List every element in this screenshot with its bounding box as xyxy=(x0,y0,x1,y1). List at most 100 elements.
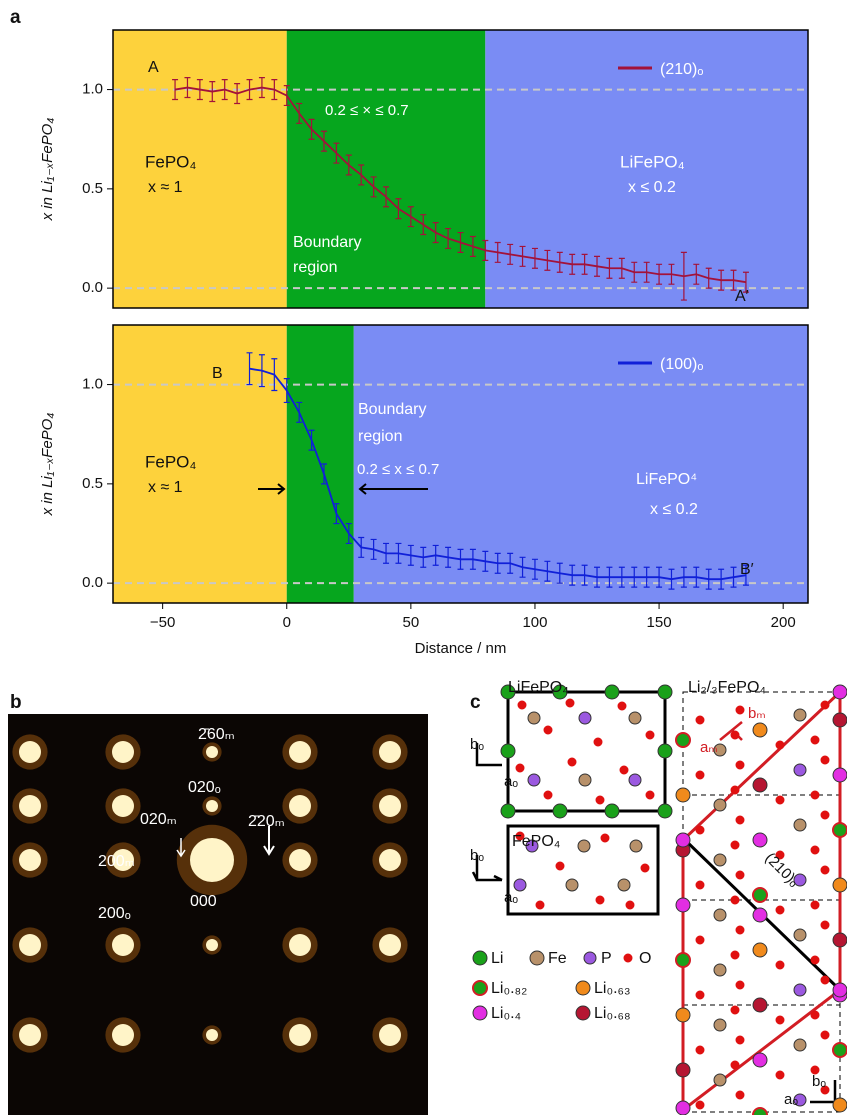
atom xyxy=(675,832,691,848)
error-bar xyxy=(693,263,700,285)
error-bar xyxy=(618,566,625,588)
error-bar xyxy=(271,79,278,101)
atom xyxy=(793,873,807,887)
atom xyxy=(713,1018,727,1032)
atom xyxy=(555,861,565,871)
atom xyxy=(832,932,847,948)
error-bar xyxy=(407,544,414,566)
annotation: x ≤ 0.2 xyxy=(650,501,698,518)
atom xyxy=(832,767,847,783)
annotation: x ≈ 1 xyxy=(148,179,183,196)
diffraction-image xyxy=(8,714,428,1115)
atom xyxy=(752,887,768,903)
annotation: Boundary xyxy=(293,234,362,251)
panel-label: b xyxy=(10,692,22,713)
diffraction-spot xyxy=(112,934,134,956)
spot-label: 020ₒ xyxy=(188,779,221,796)
diffraction-spot xyxy=(289,934,311,956)
error-bar xyxy=(594,566,601,588)
atom xyxy=(578,773,592,787)
atom xyxy=(675,1062,691,1078)
atom xyxy=(775,960,785,970)
error-bar xyxy=(494,241,501,263)
atom xyxy=(775,850,785,860)
atom xyxy=(604,803,620,819)
diffraction-spot xyxy=(379,1024,401,1046)
error-bar xyxy=(668,263,675,285)
legend-label: Li₀.₆₈ xyxy=(594,1005,631,1022)
atom xyxy=(565,878,579,892)
atom xyxy=(527,773,541,787)
panel-label: c xyxy=(470,692,481,713)
atom xyxy=(675,1100,691,1115)
error-bar xyxy=(320,130,327,152)
error-bar xyxy=(320,463,327,485)
atom xyxy=(810,1065,820,1075)
legend-label: O xyxy=(639,950,651,967)
error-bar xyxy=(730,269,737,291)
atom xyxy=(832,1097,847,1113)
atom xyxy=(515,763,525,773)
atom xyxy=(695,990,705,1000)
annotation: FePO₄ xyxy=(145,452,196,471)
error-bar xyxy=(680,251,687,301)
atom xyxy=(775,1070,785,1080)
error-bar xyxy=(643,566,650,588)
atom xyxy=(645,730,655,740)
legend-label: Fe xyxy=(548,950,567,967)
annotation: A′ xyxy=(735,288,749,305)
error-bar xyxy=(569,253,576,275)
atom xyxy=(775,740,785,750)
error-bar xyxy=(420,546,427,568)
error-bar xyxy=(258,77,265,99)
atom xyxy=(543,790,553,800)
error-bar xyxy=(445,546,452,568)
arrow xyxy=(176,838,186,858)
panel-label: a xyxy=(10,7,21,28)
region xyxy=(113,30,287,308)
atom xyxy=(735,870,745,880)
legend-label: (210)ₒ xyxy=(660,61,703,78)
error-bar xyxy=(420,214,427,236)
atom xyxy=(578,711,592,725)
diffraction-spot xyxy=(289,1024,311,1046)
atom xyxy=(529,950,545,966)
atom xyxy=(793,818,807,832)
atom xyxy=(730,840,740,850)
atom xyxy=(735,705,745,715)
atom xyxy=(695,715,705,725)
diffraction-spot xyxy=(206,800,218,812)
x-tick-label: 100 xyxy=(522,614,547,631)
error-bar xyxy=(531,558,538,580)
error-bar xyxy=(296,102,303,124)
x-axis-label: Distance / nm xyxy=(415,640,507,657)
diffraction-spot xyxy=(19,1024,41,1046)
diffraction-spot xyxy=(289,849,311,871)
atom xyxy=(675,787,691,803)
atom xyxy=(472,1005,488,1021)
diffraction-spot xyxy=(112,795,134,817)
atom xyxy=(752,1107,768,1115)
diffraction-spot xyxy=(19,795,41,817)
atom xyxy=(628,773,642,787)
error-bar xyxy=(345,154,352,176)
atom xyxy=(595,895,605,905)
atom xyxy=(619,765,629,775)
atom xyxy=(730,1060,740,1070)
atom xyxy=(735,815,745,825)
error-bar xyxy=(333,142,340,164)
atom xyxy=(752,777,768,793)
atom xyxy=(604,684,620,700)
diffraction-spot xyxy=(206,939,218,951)
atom xyxy=(583,951,597,965)
error-bar xyxy=(308,118,315,140)
error-bar xyxy=(469,548,476,570)
atom xyxy=(775,1015,785,1025)
atom xyxy=(730,1005,740,1015)
y-tick-label: 0.0 xyxy=(82,574,103,591)
axis-label: aₒ xyxy=(504,889,518,906)
legend-label: Li₀.₆₃ xyxy=(594,980,631,997)
diffraction-spot xyxy=(379,849,401,871)
atom xyxy=(565,698,575,708)
annotation: LiFePO⁴ xyxy=(636,471,697,488)
